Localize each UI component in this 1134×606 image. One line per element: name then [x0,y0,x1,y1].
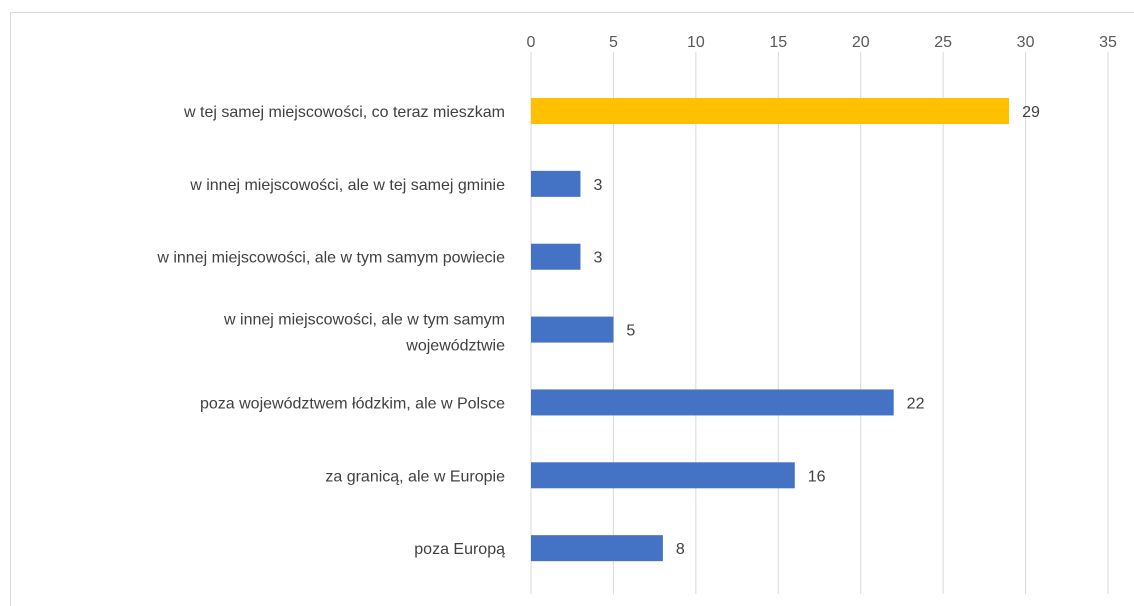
data-label: 29 [1022,104,1040,121]
gridlines [530,52,1109,594]
chart-frame [10,12,1134,606]
data-label: 3 [593,250,602,267]
category-label: w tej samej miejscowości, co teraz miesz… [183,104,505,121]
bar [531,316,614,343]
x-tick-label: 15 [769,34,787,51]
x-tick-label: 5 [609,34,618,51]
category-label: za granicą, ale w Europie [325,468,505,485]
bars [531,98,1010,562]
category-label: poza województwem łódzkim, ale w Polsce [200,395,505,412]
category-labels: w tej samej miejscowości, co teraz miesz… [156,104,505,558]
x-tick-label: 25 [934,34,952,51]
data-label: 8 [676,541,685,558]
bar [531,243,581,270]
category-label: poza Europą [414,541,505,558]
x-tick-label: 0 [527,34,536,51]
data-label: 22 [907,395,925,412]
bar [531,389,894,416]
bar [531,170,581,197]
data-label: 16 [808,468,826,485]
x-tick-label: 20 [852,34,870,51]
x-tick-label: 10 [687,34,705,51]
x-tick-label: 35 [1099,34,1117,51]
category-label: w innej miejscowości, ale w tym samym woj… [223,312,505,355]
category-label: w innej miejscowości, ale w tym samym po… [156,250,505,267]
data-label: 5 [626,323,635,340]
bar [531,98,1010,124]
data-label: 3 [593,177,602,194]
bar [531,535,663,562]
x-tick-label: 30 [1017,34,1035,51]
category-label: w innej miejscowości, ale w tej samej gm… [189,177,505,194]
x-axis-ticks: 0 5 10 15 20 25 30 35 [527,34,1117,51]
bar [531,462,795,489]
data-labels: 29 3 3 5 22 16 8 [593,104,1040,558]
